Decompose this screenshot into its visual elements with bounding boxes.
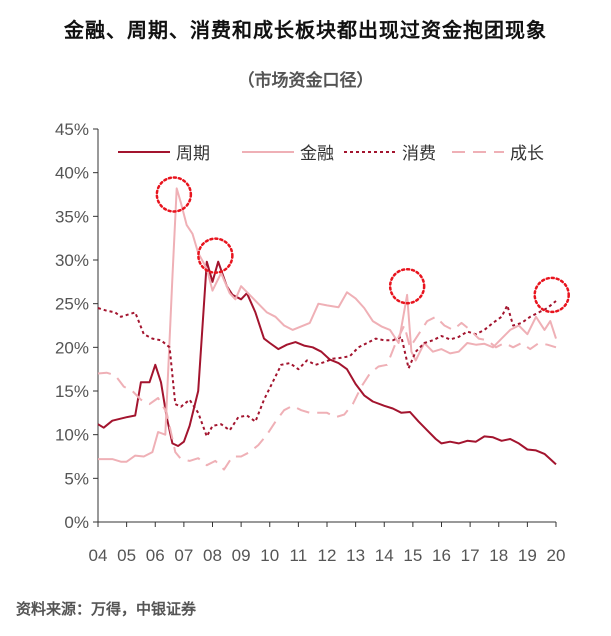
series-line-消费 <box>97 300 557 438</box>
series-line-金融 <box>98 187 557 463</box>
series-lines <box>97 187 557 471</box>
series-line-成长 <box>97 315 557 471</box>
x-tick-label: 12 <box>318 546 337 565</box>
highlight-circles <box>155 176 570 314</box>
y-tick-label: 30% <box>55 251 89 270</box>
y-tick-label: 35% <box>55 207 89 226</box>
x-tick-label: 18 <box>489 546 508 565</box>
legend-label: 金融 <box>300 144 334 164</box>
line-chart: 0% 5% 10% 15% 20% 25% 30% 35% 40% 45% 04 05 06 07 08 09… <box>55 120 570 565</box>
highlight-circle <box>197 237 234 274</box>
legend-label: 周期 <box>176 144 210 164</box>
x-tick-label: 04 <box>89 546 108 565</box>
highlight-circle <box>388 267 426 305</box>
y-tick-label: 25% <box>55 295 89 314</box>
chart-subtitle: （市场资金口径） <box>237 71 374 91</box>
highlight-circle <box>533 276 570 314</box>
x-tick-label: 20 <box>547 546 566 565</box>
highlight-circle <box>155 176 193 213</box>
legend-label: 消费 <box>402 144 436 164</box>
x-tick-label: 15 <box>403 546 422 565</box>
series-line-周期 <box>97 260 557 466</box>
y-tick-label: 10% <box>55 426 89 445</box>
legend: 周期 金融 消费 成长 <box>118 144 544 164</box>
x-tick-label: 10 <box>260 546 279 565</box>
x-tick-label: 19 <box>518 546 537 565</box>
chart-title: 金融、周期、消费和成长板块都出现过资金抱团现象 <box>64 18 547 42</box>
x-tick-label: 13 <box>346 546 365 565</box>
y-tick-label: 40% <box>55 164 89 183</box>
y-tick-label: 15% <box>55 382 89 401</box>
x-tick-label: 09 <box>232 546 251 565</box>
x-tick-label: 07 <box>174 546 193 565</box>
x-tick-label: 14 <box>375 546 394 565</box>
x-tick-label: 16 <box>432 546 451 565</box>
x-tick-label: 17 <box>461 546 480 565</box>
y-tick-label: 20% <box>55 338 89 357</box>
x-tick-label: 08 <box>203 546 222 565</box>
source-note: 资料来源：万得，中银证券 <box>16 600 197 618</box>
x-tick-label: 11 <box>290 546 308 565</box>
y-tick-label: 0% <box>64 513 89 532</box>
y-tick-label: 5% <box>64 469 89 488</box>
x-tick-label: 05 <box>117 546 136 565</box>
axes: 0% 5% 10% 15% 20% 25% 30% 35% 40% 45% 04 05 06 07 08 09… <box>55 120 565 565</box>
y-tick-label: 45% <box>55 120 89 139</box>
x-tick-label: 06 <box>146 546 165 565</box>
legend-label: 成长 <box>510 144 544 164</box>
